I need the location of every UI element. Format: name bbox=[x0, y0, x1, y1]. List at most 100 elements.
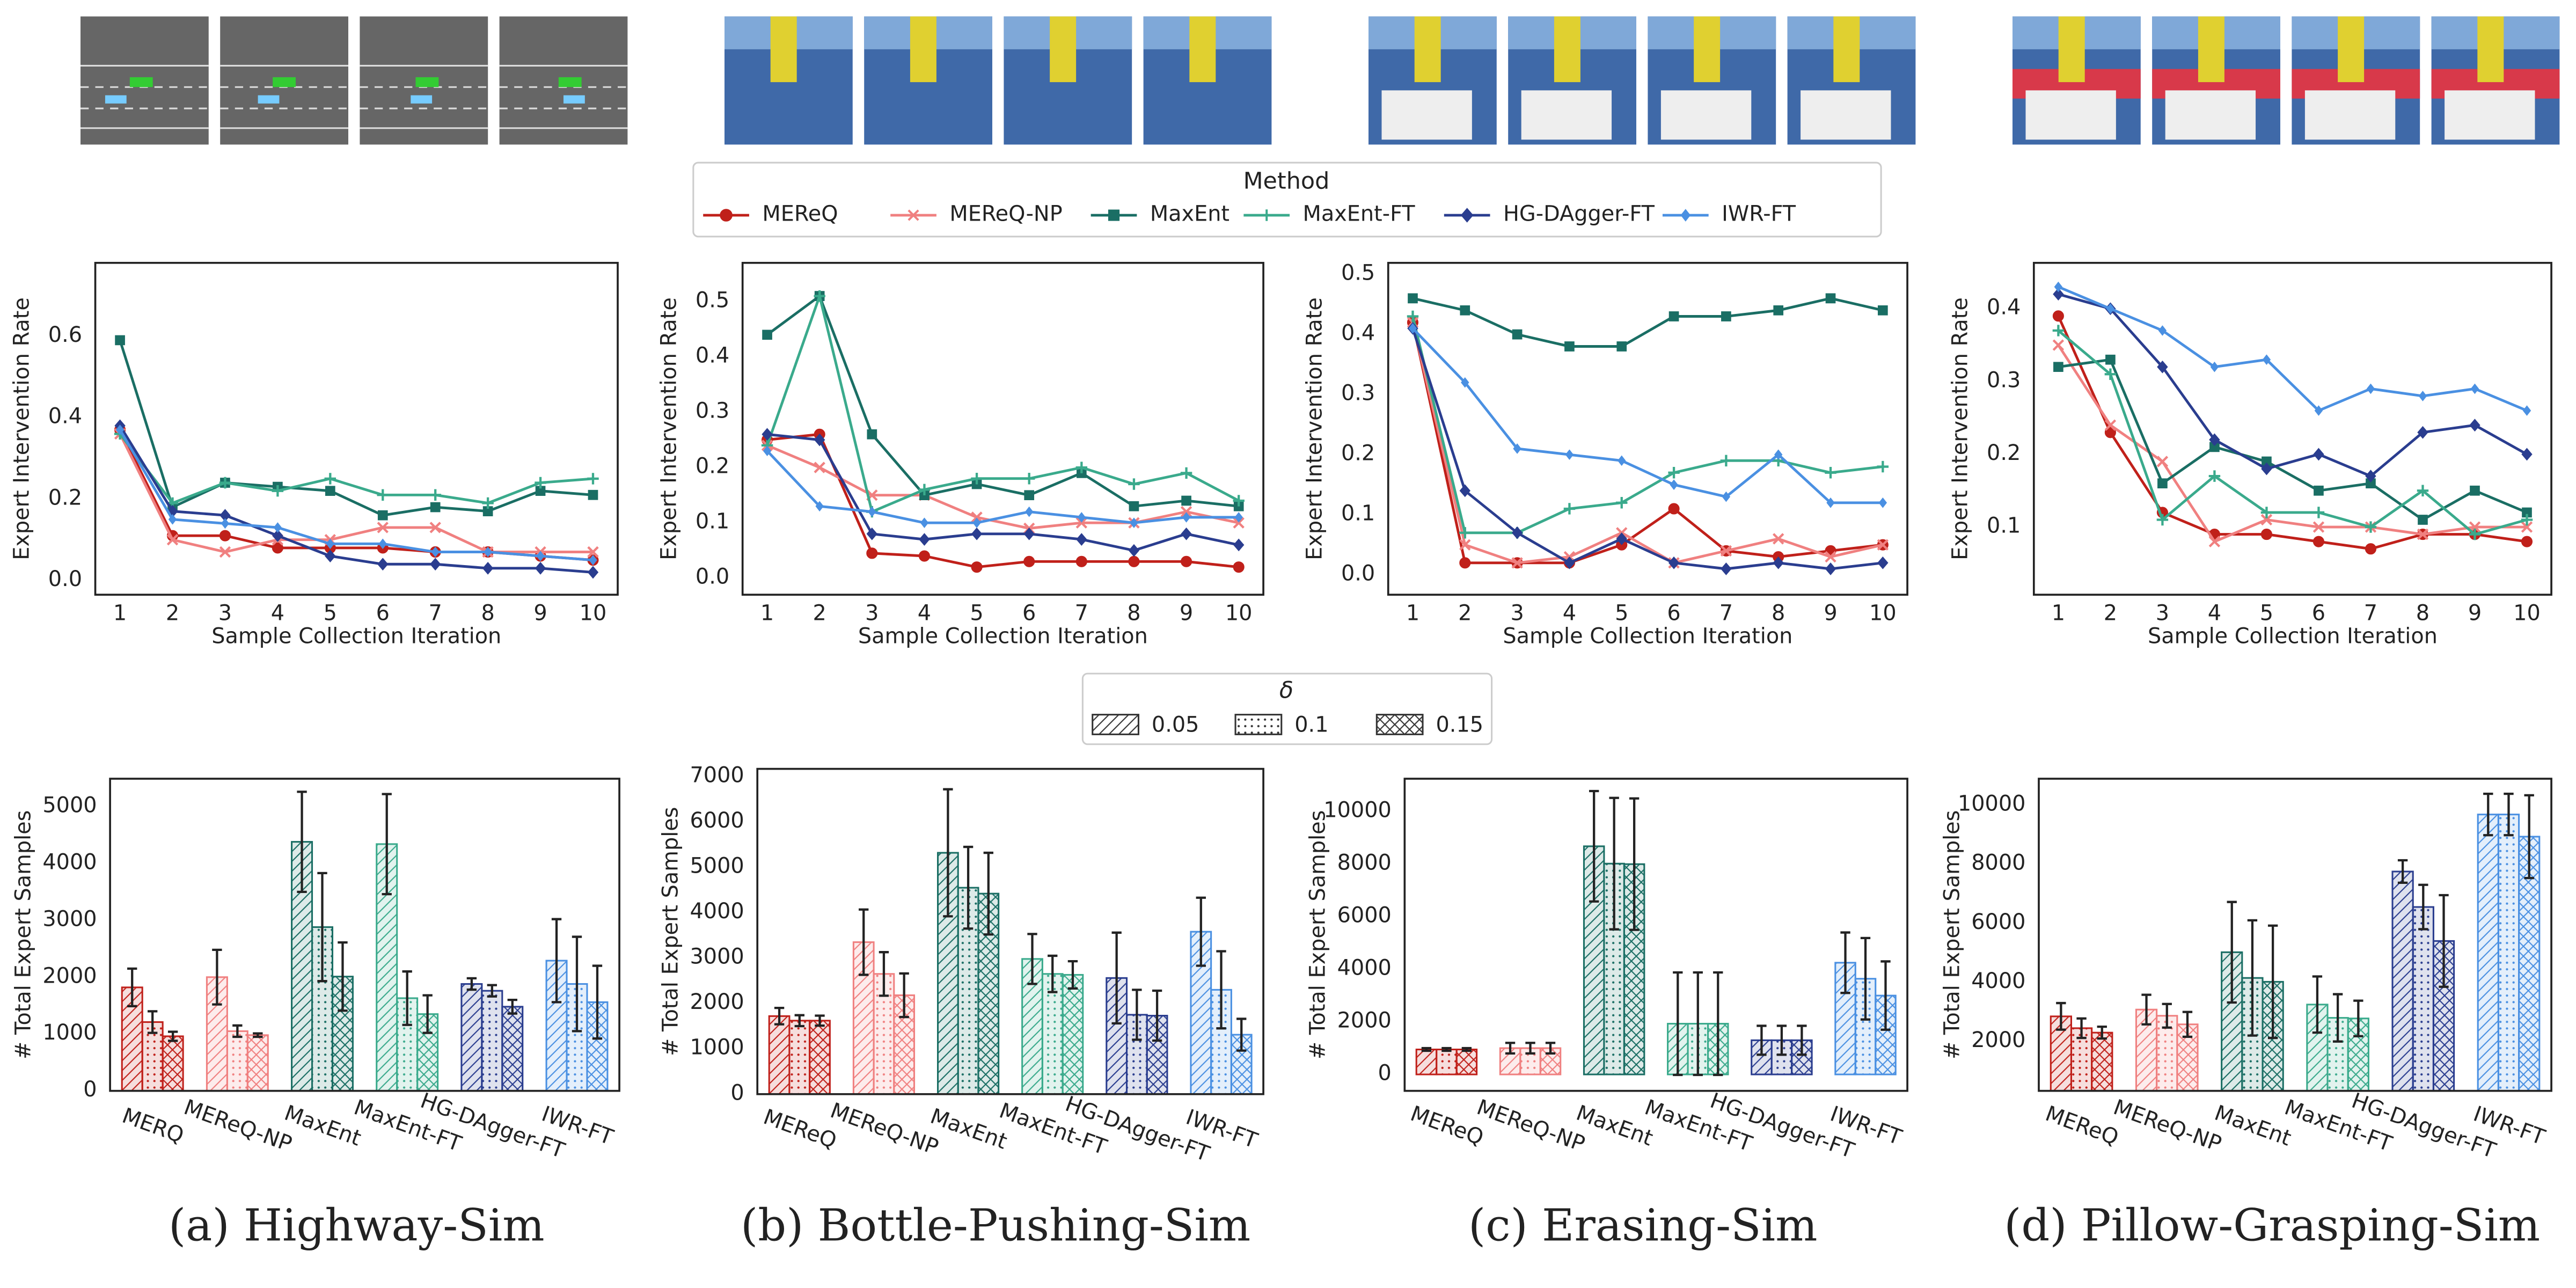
y-tick-label: 3000 bbox=[42, 906, 97, 931]
point bbox=[2262, 456, 2272, 467]
series-line bbox=[119, 425, 594, 574]
point bbox=[536, 551, 545, 561]
y-tick-label: 7000 bbox=[690, 763, 744, 788]
point bbox=[1825, 551, 1836, 563]
error-bar bbox=[487, 984, 497, 998]
table bbox=[1801, 90, 1891, 140]
y-tick-label: 0.2 bbox=[1987, 441, 2021, 465]
x-tick-label: 9 bbox=[533, 601, 547, 625]
series-line bbox=[119, 433, 593, 554]
point bbox=[482, 506, 493, 516]
series-line bbox=[119, 433, 594, 505]
legend-marker bbox=[908, 209, 919, 221]
point bbox=[219, 477, 231, 489]
x-tick-label: MaxEnt bbox=[927, 1104, 1010, 1154]
point bbox=[2469, 419, 2480, 432]
x-tick-label: 5 bbox=[1615, 601, 1628, 625]
error-bar bbox=[2097, 1025, 2107, 1040]
point bbox=[1721, 311, 1731, 321]
point bbox=[2156, 514, 2169, 526]
table bbox=[2165, 90, 2256, 140]
point bbox=[2522, 507, 2532, 518]
x-tick-label: 8 bbox=[481, 601, 494, 625]
y-tick-label: 0.4 bbox=[1987, 295, 2021, 320]
car bbox=[258, 95, 280, 104]
series-line bbox=[1411, 328, 1883, 570]
point bbox=[1233, 538, 1245, 552]
point bbox=[431, 546, 440, 558]
point bbox=[2261, 462, 2272, 475]
point bbox=[1722, 491, 1731, 502]
y-tick-label: 2000 bbox=[1337, 1008, 1392, 1033]
error-bar bbox=[2418, 883, 2428, 931]
x-tick-label: 5 bbox=[2260, 601, 2273, 625]
x-tick-label: 2 bbox=[813, 601, 826, 625]
error-bar bbox=[1757, 1024, 1767, 1056]
y-axis-label: Expert Intervention Rate bbox=[9, 297, 34, 560]
point bbox=[587, 546, 599, 558]
point bbox=[1024, 490, 1035, 500]
x-tick-label: 3 bbox=[2156, 601, 2169, 625]
point bbox=[1023, 555, 1035, 567]
y-tick-label: 4000 bbox=[1971, 969, 2025, 993]
error-bar bbox=[2076, 1017, 2087, 1040]
y-tick-label: 0.2 bbox=[696, 454, 729, 479]
point bbox=[1563, 503, 1576, 515]
point bbox=[2312, 507, 2325, 518]
point bbox=[1512, 329, 1523, 340]
x-tick-label: 6 bbox=[2312, 601, 2325, 625]
point bbox=[971, 561, 983, 573]
point bbox=[1023, 527, 1035, 540]
point bbox=[1181, 555, 1192, 567]
error-bar bbox=[2524, 794, 2534, 880]
error-bar bbox=[2227, 901, 2237, 1004]
error-bar bbox=[2483, 792, 2493, 837]
point bbox=[1825, 562, 1836, 575]
point bbox=[2521, 448, 2533, 461]
legend-title: Method bbox=[1243, 167, 1330, 194]
legend-label: HG-DAgger-FT bbox=[1503, 202, 1655, 226]
point bbox=[2365, 470, 2376, 483]
y-axis-label: # Total Expert Samples bbox=[11, 810, 35, 1059]
error-bar bbox=[2332, 993, 2343, 1043]
error-bar bbox=[1216, 950, 1226, 1030]
bar bbox=[2391, 870, 2414, 1092]
error-bar bbox=[1609, 796, 1619, 931]
point bbox=[971, 511, 983, 523]
x-tick-label: 6 bbox=[1022, 601, 1036, 625]
point bbox=[2052, 310, 2064, 322]
point bbox=[326, 538, 335, 550]
point bbox=[2312, 536, 2325, 547]
point bbox=[866, 547, 878, 559]
error-bar bbox=[899, 972, 909, 1019]
point bbox=[1077, 512, 1086, 523]
error-bar bbox=[815, 1014, 825, 1027]
error-bar bbox=[148, 1010, 158, 1034]
point bbox=[814, 290, 825, 302]
error-bar bbox=[382, 793, 392, 896]
legend-marker bbox=[1261, 209, 1272, 221]
bar bbox=[2176, 1023, 2199, 1092]
point bbox=[2260, 507, 2273, 518]
x-tick-label: 7 bbox=[1719, 601, 1733, 625]
arm bbox=[2477, 16, 2504, 83]
legend-label: 0.1 bbox=[1294, 713, 1328, 737]
car bbox=[558, 77, 582, 87]
point bbox=[2470, 383, 2479, 394]
error-bar bbox=[402, 970, 412, 1026]
x-tick-label: 2 bbox=[2104, 601, 2117, 625]
point bbox=[1564, 341, 1575, 352]
y-tick-label: 1000 bbox=[690, 1035, 744, 1060]
point bbox=[1877, 539, 1889, 551]
x-tick-label: 3 bbox=[1510, 601, 1524, 625]
y-tick-label: 0.5 bbox=[1341, 261, 1375, 286]
point bbox=[2521, 514, 2533, 526]
legend-marker bbox=[720, 209, 733, 222]
y-axis-label: # Total Expert Samples bbox=[658, 807, 683, 1056]
error-bar bbox=[879, 951, 889, 997]
point bbox=[2470, 485, 2480, 496]
point bbox=[588, 489, 598, 500]
x-tick-label: 4 bbox=[2208, 601, 2221, 625]
